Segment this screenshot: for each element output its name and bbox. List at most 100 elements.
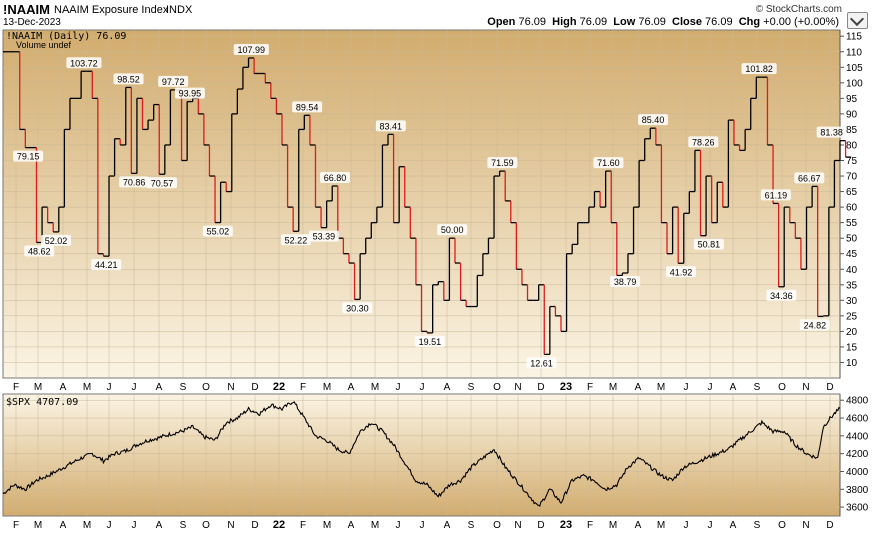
x-tick-label: N [227,382,234,393]
x-tick-label: M [609,520,617,531]
x-tick-label: M [83,382,91,393]
y-tick-label: 65 [846,187,858,198]
symbol-title: !NAAIM [3,2,50,17]
y-tick-label: 4400 [846,431,869,442]
x-tick-label: J [684,520,689,531]
x-tick-label: D [251,520,258,531]
chart-header: !NAAIM NAAIM Exposure Index INDX © Stock… [0,0,872,30]
x-tick-label: M [34,382,42,393]
y-tick-label: 70 [846,172,858,183]
x-tick-label: O [202,382,210,393]
x-tick-label: J [708,520,713,531]
x-tick-label: A [156,382,163,393]
x-tick-label: D [537,520,544,531]
x-tick-label: O [778,382,786,393]
x-tick-label: N [802,520,809,531]
x-tick-label: M [83,520,91,531]
x-tick-label: A [60,520,67,531]
x-tick-label: A [444,520,451,531]
y-tick-label: 60 [846,203,858,214]
price-label-bg [202,225,233,237]
y-tick-label: 10 [846,358,858,369]
price-label-bg [41,234,72,246]
x-tick-label: J [107,382,112,393]
x-tick-label: J [420,520,425,531]
y-tick-label: 20 [846,327,858,338]
exchange-label: INDX [166,4,193,16]
y-tick-label: 3800 [846,485,869,496]
x-tick-label: A [348,382,355,393]
price-label-bg [593,157,624,169]
price-label-bg [688,136,719,148]
y-tick-label: 4000 [846,467,869,478]
x-tick-label: O [202,520,210,531]
price-label: 98.52 [117,74,140,84]
x-tick-label: M [657,520,665,531]
stockcharts-credit: © StockCharts.com [755,4,842,15]
price-label: 85.40 [642,115,665,125]
x-tick-label: F [587,382,593,393]
y-tick-label: 115 [846,32,862,43]
y-tick-label: 80 [846,140,858,151]
y-tick-label: 15 [846,342,858,353]
price-label: 38.79 [614,277,637,287]
x-tick-label: F [300,382,306,393]
price-label: 70.86 [123,177,146,187]
x-tick-label: A [730,520,737,531]
y-tick-label: 90 [846,109,858,120]
y-tick-label: 4200 [846,449,869,460]
price-label-bg [794,172,825,184]
price-label-bg [610,276,641,288]
x-tick-label: M [323,520,331,531]
x-tick-label: 23 [560,381,572,393]
price-label-bg [280,234,311,246]
x-tick-label: M [323,382,331,393]
x-tick-label: D [251,382,258,393]
spx-legend: $SPX 4707.09 [6,397,78,408]
open-value: 76.09 [518,16,546,28]
chart-menu-toggle[interactable] [847,11,868,29]
price-label: 81.38 [820,128,843,138]
price-label: 107.99 [238,45,266,55]
x-tick-label: N [802,382,809,393]
x-tick-label: O [493,520,501,531]
price-label-bg [24,245,55,257]
price-label-bg [342,302,373,314]
price-label-bg [375,120,406,132]
price-label: 55.02 [207,227,230,237]
x-tick-label: M [34,520,42,531]
price-label-bg [766,289,797,301]
price-label-bg [174,87,205,99]
y-tick-label: 100 [846,78,863,89]
price-label: 97.72 [162,77,185,87]
open-label: Open [487,16,516,28]
x-tick-label: N [514,520,521,531]
x-tick-label: F [13,520,19,531]
x-tick-label: D [826,520,833,531]
high-value: 76.09 [579,16,608,28]
chg-value: +0.00 (+0.00%) [763,16,839,28]
price-label: 19.51 [419,337,442,347]
x-tick-label: D [537,382,544,393]
low-label: Low [613,16,636,28]
x-tick-label: O [493,382,501,393]
y-tick-label: 110 [846,47,862,58]
y-tick-label: 40 [846,265,858,276]
price-label-bg [66,57,102,69]
x-tick-label: A [444,382,451,393]
price-label-bg [760,189,791,201]
y-tick-label: 30 [846,296,858,307]
x-tick-label: A [60,382,67,393]
price-label-bg [13,150,44,162]
x-tick-label: S [468,382,475,393]
price-label-bg [147,177,178,189]
y-tick-label: 35 [846,280,858,291]
price-label: 50.00 [441,225,464,235]
x-tick-label: F [587,520,593,531]
price-label: 61.19 [765,190,788,200]
x-tick-label: S [180,520,187,531]
price-label: 66.67 [798,173,821,183]
price-label: 52.02 [45,236,68,246]
low-value: 76.09 [638,16,666,28]
y-tick-label: 25 [846,311,858,322]
